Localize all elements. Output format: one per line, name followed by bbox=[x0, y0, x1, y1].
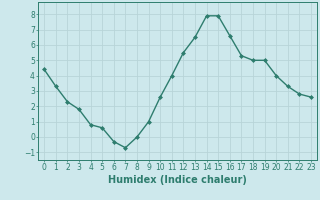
X-axis label: Humidex (Indice chaleur): Humidex (Indice chaleur) bbox=[108, 175, 247, 185]
